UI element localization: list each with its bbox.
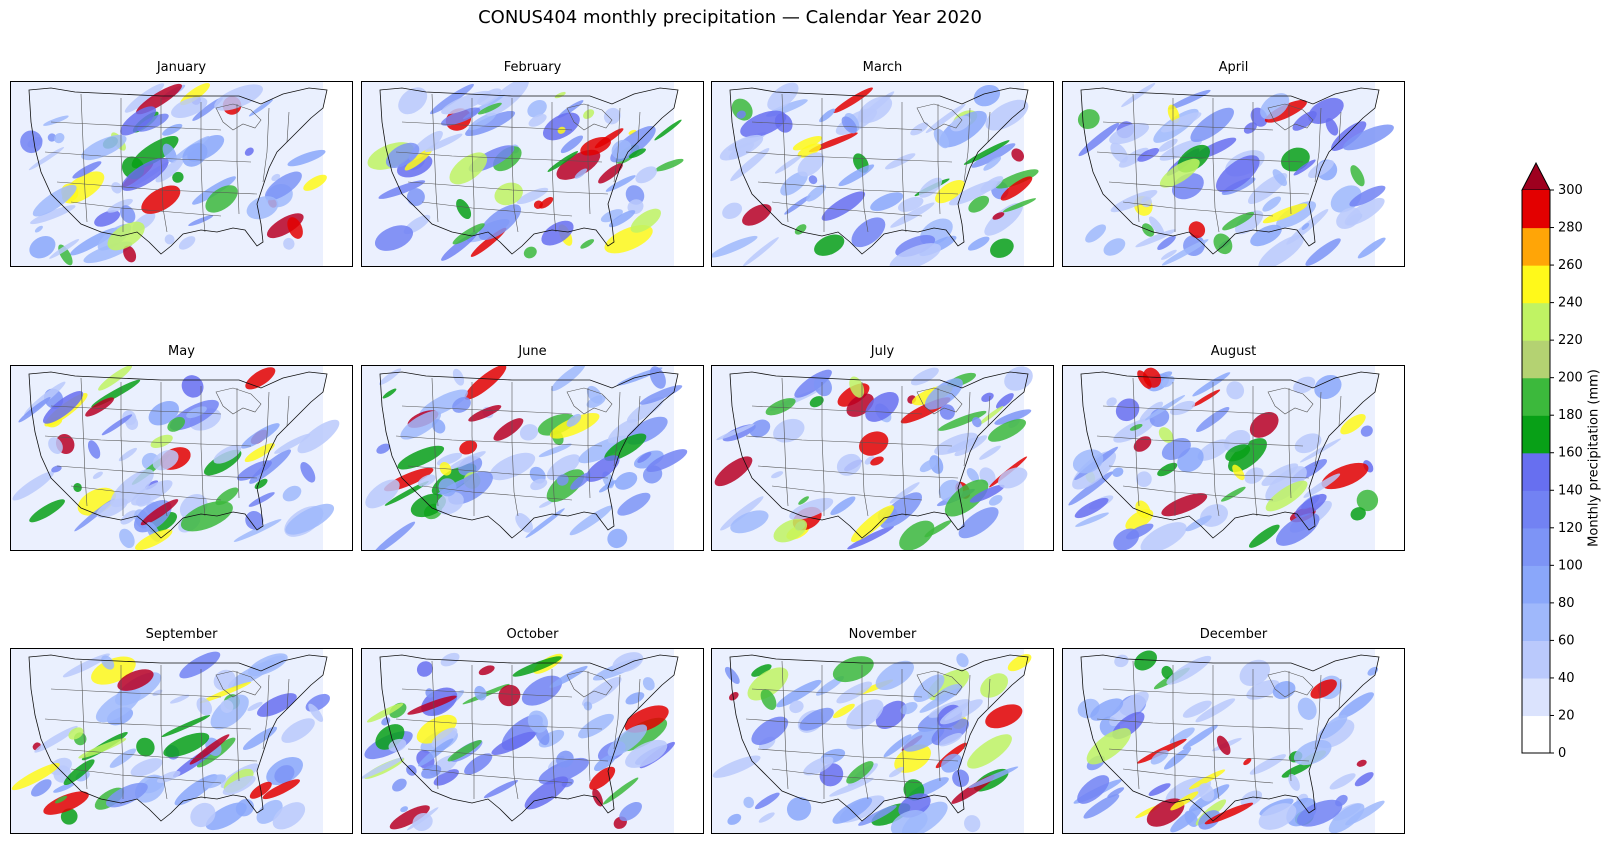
precip-map xyxy=(1062,81,1405,267)
colorbar-bin xyxy=(1522,302,1550,341)
colorbar-graphic: 0 20 40 60 80 100 120 140 160 180 200 220 240 260 280 3… xyxy=(1521,161,1583,761)
colorbar-tick-label: 80 xyxy=(1558,596,1575,611)
panel-title: June xyxy=(518,344,547,359)
precip-map-graphic xyxy=(712,82,1039,266)
colorbar-bin xyxy=(1522,490,1550,529)
panel-title: May xyxy=(168,344,195,359)
map-panel-november: November xyxy=(711,627,1054,834)
colorbar-bin xyxy=(1522,527,1550,566)
colorbar-tick-label: 0 xyxy=(1558,746,1566,761)
map-panel-january: January xyxy=(10,60,353,267)
colorbar-tick-label: 100 xyxy=(1558,558,1583,573)
colorbar-tick-label: 200 xyxy=(1558,371,1583,386)
colorbar-bin xyxy=(1522,565,1550,604)
colorbar-bin xyxy=(1522,340,1550,379)
precip-map xyxy=(361,81,704,267)
map-panel-february: February xyxy=(361,60,704,267)
colorbar-bin xyxy=(1522,640,1550,679)
map-panel-december: December xyxy=(1062,627,1405,834)
colorbar-tick-label: 140 xyxy=(1558,483,1583,498)
colorbar-bin xyxy=(1522,715,1550,754)
colorbar-bin xyxy=(1522,227,1550,266)
map-panel-july: July xyxy=(711,344,1054,551)
precip-map xyxy=(361,365,704,551)
colorbar-bin xyxy=(1522,415,1550,454)
precip-map-graphic xyxy=(11,366,340,550)
map-panel-june: June xyxy=(361,344,704,551)
panel-title: December xyxy=(1199,627,1268,642)
colorbar-tick-label: 280 xyxy=(1558,221,1583,236)
precip-map-graphic xyxy=(1063,649,1385,833)
precip-map xyxy=(711,81,1054,267)
precip-map-graphic xyxy=(1063,366,1380,550)
colorbar: 0 20 40 60 80 100 120 140 160 180 200 220 240 260 280 3… xyxy=(1519,161,1583,761)
colorbar-tick-label: 20 xyxy=(1558,708,1575,723)
precip-map xyxy=(711,648,1054,834)
colorbar-tick-label: 160 xyxy=(1558,446,1583,461)
colorbar-tick-label: 220 xyxy=(1558,333,1583,348)
precip-map-graphic xyxy=(362,366,688,550)
precip-map xyxy=(711,365,1054,551)
precip-map-graphic xyxy=(362,649,679,833)
map-panel-may: May xyxy=(10,344,353,551)
precip-map-graphic xyxy=(712,649,1032,833)
precip-map-graphic xyxy=(11,649,330,833)
colorbar-bin xyxy=(1522,377,1550,416)
colorbar-tick-label: 120 xyxy=(1558,521,1583,536)
precip-map xyxy=(1062,648,1405,834)
colorbar-extend-arrow xyxy=(1521,161,1551,191)
precip-map-graphic xyxy=(712,366,1033,550)
panel-title: January xyxy=(156,60,207,75)
colorbar-label: Monthly precipitation (mm) xyxy=(1586,369,1602,547)
map-panel-april: April xyxy=(1062,60,1405,267)
colorbar-bin xyxy=(1522,677,1550,717)
figure-title: CONUS404 monthly precipitation — Calenda… xyxy=(478,7,982,28)
colorbar-bin xyxy=(1522,602,1550,641)
colorbar-tick-label: 300 xyxy=(1558,183,1583,198)
colorbar-tick-label: 240 xyxy=(1558,296,1583,311)
colorbar-bin xyxy=(1522,452,1550,491)
map-panel-march: March xyxy=(711,60,1054,267)
precip-map-graphic xyxy=(11,82,328,266)
precip-map-graphic xyxy=(1063,82,1394,266)
panel-title: February xyxy=(503,60,562,75)
panel-title: July xyxy=(870,344,895,359)
panel-title: November xyxy=(848,627,917,642)
map-panel-october: October xyxy=(361,627,704,834)
colorbar-bin xyxy=(1522,190,1550,229)
precip-map xyxy=(10,365,353,551)
map-panel-august: August xyxy=(1062,344,1405,551)
precip-map xyxy=(10,81,353,267)
panel-title: September xyxy=(145,627,218,642)
precip-map-graphic xyxy=(362,82,684,266)
map-panel-september: September xyxy=(10,627,353,834)
precip-map xyxy=(1062,365,1405,551)
colorbar-tick-label: 180 xyxy=(1558,408,1583,423)
panel-title: August xyxy=(1210,344,1257,359)
colorbar-tick-label: 260 xyxy=(1558,258,1583,273)
colorbar-tick-label: 60 xyxy=(1558,633,1575,648)
panel-title: April xyxy=(1218,60,1249,75)
panel-title: October xyxy=(506,627,559,642)
panel-title: March xyxy=(862,60,903,75)
colorbar-tick-label: 40 xyxy=(1558,671,1575,686)
colorbar-bin xyxy=(1522,265,1550,304)
precip-map xyxy=(10,648,353,834)
precip-map xyxy=(361,648,704,834)
